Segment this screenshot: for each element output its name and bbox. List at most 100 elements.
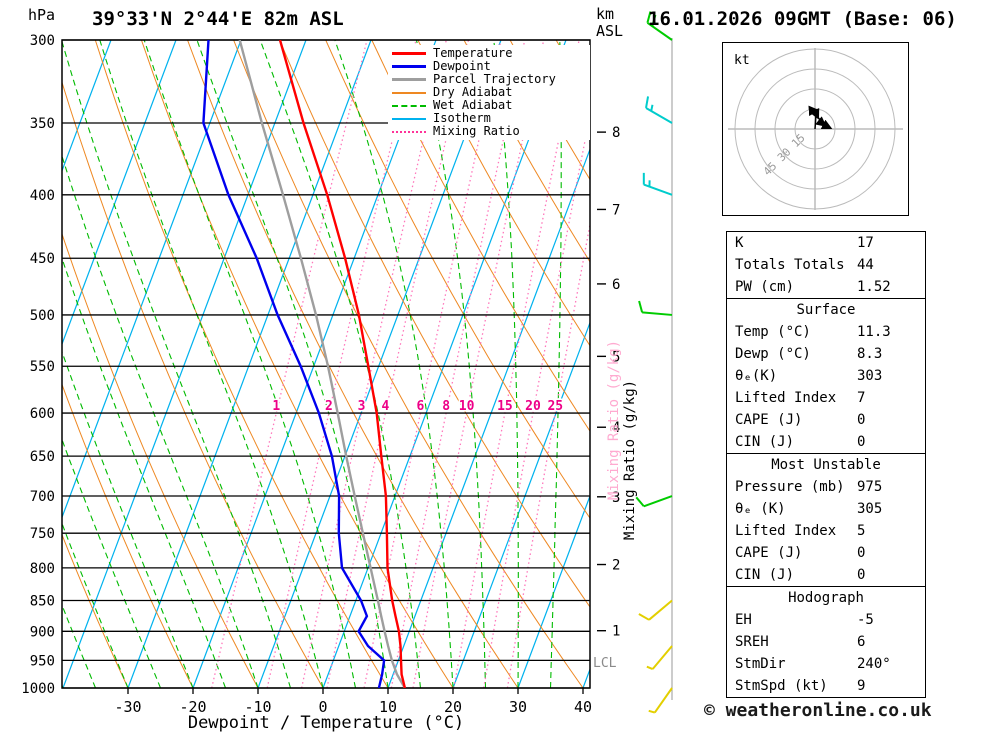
table-row: CIN (J) 0 xyxy=(727,431,925,453)
pressure-axis-unit: hPa xyxy=(28,6,56,24)
mixing-ratio-line xyxy=(211,40,368,688)
table-row: Totals Totals 44 xyxy=(727,254,925,276)
table-row-value: 5 xyxy=(857,523,866,539)
mixing-ratio-value-label: 8 xyxy=(442,399,450,414)
table-row: CIN (J) 0 xyxy=(727,564,925,586)
km-tick-label: 5 xyxy=(612,349,620,365)
table-row-label: Lifted Index xyxy=(735,390,837,406)
legend-item: Dewpoint xyxy=(392,60,586,73)
legend-swatch xyxy=(392,104,426,107)
table-row-value: 0 xyxy=(857,545,866,561)
wet-adiabat-line xyxy=(0,40,31,688)
legend-swatch xyxy=(392,91,426,94)
table-row: SREH 6 xyxy=(727,631,925,653)
legend-swatch xyxy=(392,52,426,55)
sounding-curves xyxy=(202,40,407,688)
table-section-title: Hodograph xyxy=(788,590,864,606)
legend-item-label: Mixing Ratio xyxy=(433,124,520,138)
wet-adiabat-line xyxy=(62,437,162,688)
hodograph-ring xyxy=(754,68,876,190)
table-row: EH -5 xyxy=(727,609,925,631)
station-title: 39°33'N 2°44'E 82m ASL xyxy=(92,8,344,30)
legend-item: Mixing Ratio xyxy=(392,125,586,138)
table-row-label: CIN (J) xyxy=(735,567,795,583)
table-row-label: PW (cm) xyxy=(735,279,795,295)
plot-frame xyxy=(61,39,591,689)
mixing-ratio-value-label: 15 xyxy=(497,399,513,414)
table-row: PW (cm) 1.52 xyxy=(727,276,925,298)
wet-adiabat-line xyxy=(62,522,129,688)
lcl-label: LCL xyxy=(593,656,617,671)
table-row-label: Dewp (°C) xyxy=(735,346,811,362)
table-row-value: 0 xyxy=(857,567,866,583)
temp-tick-label: 40 xyxy=(574,698,592,716)
mixing-ratio-line xyxy=(412,40,545,688)
table-row-value: 8.3 xyxy=(857,346,883,362)
pressure-tick-label: 900 xyxy=(30,624,55,640)
mixing-ratio-value-label: 3 xyxy=(358,399,366,414)
temp-tick-label: 20 xyxy=(444,698,462,716)
wet-adiabat-line xyxy=(62,350,194,688)
copyright: © weatheronline.co.uk xyxy=(704,700,932,721)
isotherm-line xyxy=(62,40,112,173)
legend-item-label: Parcel Trajectory xyxy=(433,72,556,86)
table-row: StmDir 240° xyxy=(727,653,925,675)
table-row: θₑ(K) 303 xyxy=(727,365,925,387)
mixing-ratio-value-label: 25 xyxy=(547,399,563,414)
table-row-label: EH xyxy=(735,612,752,628)
isotherm-line xyxy=(192,40,437,688)
km-tick-label: 3 xyxy=(612,490,620,506)
table-row-label: Temp (°C) xyxy=(735,324,811,340)
wind-barb xyxy=(635,495,673,508)
table-row-value: -5 xyxy=(857,612,874,628)
mixing-ratio-value-label: 1 xyxy=(272,399,280,414)
table-section: Hodograph EH -5 SREH 6 StmDir 240° StmSpd (kt) 9 xyxy=(727,586,925,697)
mixing-ratio-axis-label: Mixing Ratio (g/kg) xyxy=(622,380,638,540)
table-section: Surface Temp (°C) 11.3 Dewp (°C) 8.3 θₑ(K) 303… xyxy=(727,298,925,453)
wind-barb xyxy=(646,645,673,670)
table-row: StmSpd (kt) 9 xyxy=(727,675,925,697)
pressure-tick-label: 500 xyxy=(30,308,55,324)
wet-adiabat-line xyxy=(143,40,357,688)
legend-item: Temperature xyxy=(392,47,586,60)
pressure-tick-label: 450 xyxy=(30,251,55,267)
table-row-label: θₑ (K) xyxy=(735,501,786,517)
hodograph-ring xyxy=(774,88,856,170)
legend-swatch xyxy=(392,78,426,81)
table-section-title: Surface xyxy=(796,302,856,318)
isotherm-line xyxy=(452,320,590,688)
wind-barb xyxy=(638,599,673,621)
table-row-label: StmDir xyxy=(735,656,786,672)
parcel-trajectory-curve xyxy=(238,40,406,688)
km-tick-label: 2 xyxy=(612,558,620,574)
temp-tick-label: -30 xyxy=(114,698,141,716)
dry-adiabat-line xyxy=(417,40,590,347)
table-row-value: 9 xyxy=(857,678,866,694)
km-tick-label: 1 xyxy=(612,624,620,640)
table-row: Temp (°C) 11.3 xyxy=(727,321,925,343)
table-row-label: CAPE (J) xyxy=(735,412,803,428)
mixing-ratio-line xyxy=(300,40,447,688)
wind-barb xyxy=(645,96,673,124)
table-row: θₑ (K) 305 xyxy=(727,498,925,520)
table-row-value: 240° xyxy=(857,656,891,672)
table-row-label: SREH xyxy=(735,634,769,650)
temp-tick-label: -20 xyxy=(179,698,206,716)
table-row: CAPE (J) 0 xyxy=(727,542,925,564)
dewpoint-curve xyxy=(202,40,386,688)
hodograph-trace xyxy=(808,105,833,130)
pressure-tick-label: 550 xyxy=(30,359,55,375)
table-row-value: 975 xyxy=(857,479,883,495)
mixing-ratio-value-label: 2 xyxy=(325,399,333,414)
legend-item-label: Dry Adiabat xyxy=(433,85,513,99)
mixing-ratio-line xyxy=(483,112,590,688)
legend-item-label: Isotherm xyxy=(433,111,491,125)
isotherm-line xyxy=(257,40,502,688)
pressure-tick-label: 850 xyxy=(30,594,55,610)
table-row: Pressure (mb) 975 xyxy=(727,476,925,498)
wet-adiabat-line xyxy=(99,40,324,688)
temperature-curve xyxy=(278,40,407,688)
table-row-value: 1.52 xyxy=(857,279,891,295)
